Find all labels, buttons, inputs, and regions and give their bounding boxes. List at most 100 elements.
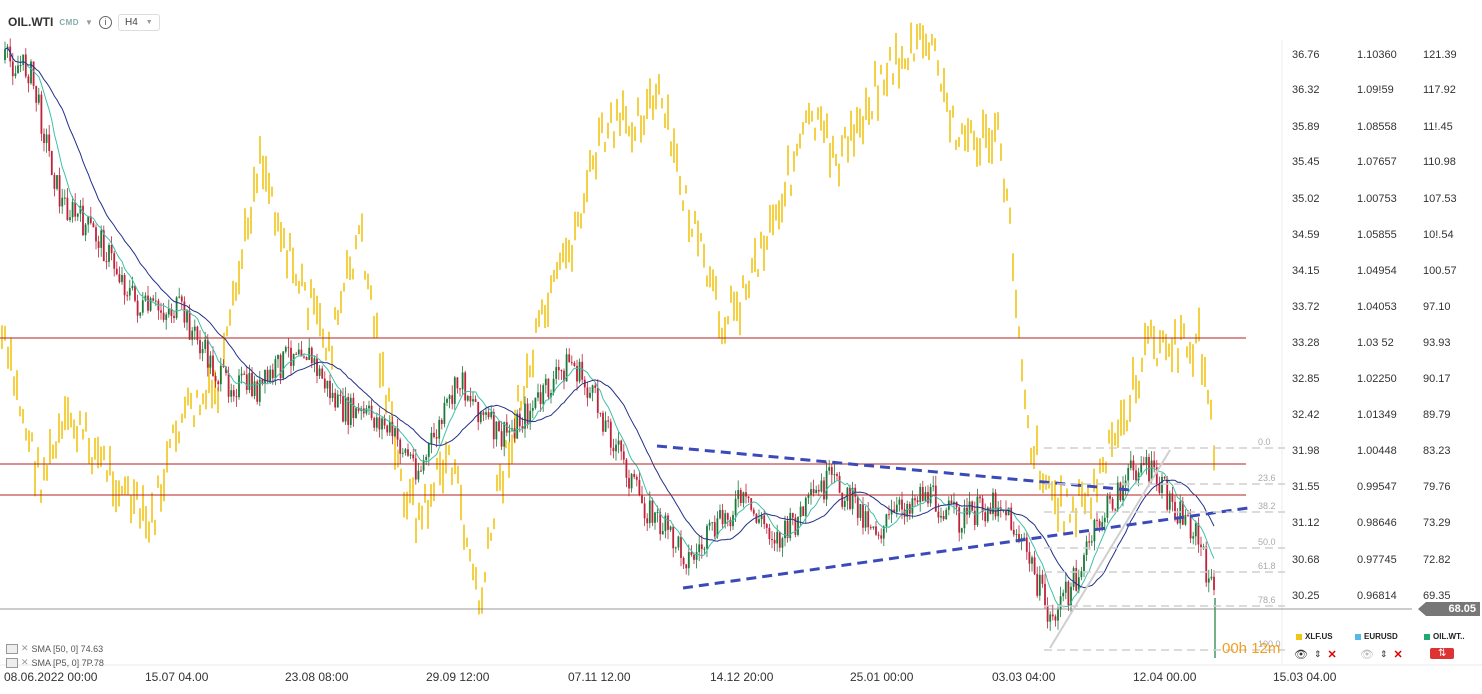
candle-body xyxy=(859,504,862,518)
candle-body xyxy=(1135,470,1137,481)
candle-body xyxy=(63,197,66,199)
candle-body xyxy=(414,458,417,480)
candle-body xyxy=(477,401,480,423)
candle-body xyxy=(635,476,638,480)
candle-body xyxy=(50,151,53,175)
reorder-icon[interactable]: ⇕ xyxy=(1379,649,1388,659)
info-icon[interactable]: i xyxy=(98,15,112,29)
close-icon[interactable]: ✕ xyxy=(21,657,29,667)
candle-body xyxy=(188,311,191,340)
candle-body xyxy=(318,368,321,376)
indicator-sma-50[interactable]: ✕ SMA [50, 0] 74.63 xyxy=(6,643,103,654)
candle-body xyxy=(570,362,573,364)
candle-body xyxy=(760,515,763,520)
candle-body xyxy=(1077,577,1080,591)
settings-icon[interactable]: ⇅ xyxy=(1430,648,1455,659)
candle-body xyxy=(217,381,220,385)
candle-body xyxy=(638,479,641,496)
candle-body xyxy=(165,314,168,320)
candle-body xyxy=(604,420,607,432)
axis-tick-label: 100.57 xyxy=(1423,265,1457,277)
candle-body xyxy=(830,467,833,475)
candle-body xyxy=(560,370,563,372)
candle-body xyxy=(1018,534,1020,542)
candle-body xyxy=(552,378,555,394)
candle-body xyxy=(869,527,872,529)
candle-body xyxy=(729,519,732,527)
candle-body xyxy=(890,509,893,515)
candle-body xyxy=(154,300,157,302)
candle-body xyxy=(123,275,126,296)
candle-body xyxy=(986,507,989,522)
candle-body xyxy=(401,452,404,454)
price-tag-79-00: 79.00 xyxy=(1251,490,1277,501)
candle-body xyxy=(253,381,256,397)
eye-icon[interactable]: 👁 xyxy=(1360,649,1374,661)
candle-body xyxy=(557,367,560,371)
candle-body xyxy=(1036,574,1039,596)
candle-body xyxy=(342,395,344,422)
candle-body xyxy=(862,504,864,528)
fib-level-label: 0.0 xyxy=(1258,437,1271,447)
candle-body xyxy=(308,347,311,360)
candle-body xyxy=(526,403,529,424)
candle-body xyxy=(1184,515,1187,525)
candle-body xyxy=(240,373,243,376)
price-tag-94-24: 94.24 xyxy=(1251,332,1277,343)
candle-body xyxy=(180,296,183,302)
candle-body xyxy=(505,422,508,433)
candle-body xyxy=(378,417,381,430)
candle-body xyxy=(820,480,823,492)
reorder-icon[interactable]: ⇕ xyxy=(1313,649,1322,659)
axis-tick-label: 93.93 xyxy=(1423,337,1451,349)
candle-body xyxy=(370,405,373,418)
candle-body xyxy=(921,486,924,501)
candle-body xyxy=(347,397,350,425)
candle-body xyxy=(901,499,903,510)
time-axis-label: 23.08 08:00 xyxy=(285,670,349,684)
axis-tick-label: 34.59 xyxy=(1292,229,1320,241)
candle-body xyxy=(487,412,490,418)
candle-body xyxy=(1114,509,1117,511)
legend-xlf[interactable]: XLF.US xyxy=(1296,632,1333,641)
candle-body xyxy=(992,492,994,514)
candle-body xyxy=(508,430,511,433)
candle-body xyxy=(375,417,378,428)
candle-body xyxy=(958,507,961,533)
legend-eurusd[interactable]: EURUSD xyxy=(1355,632,1398,641)
last-price-tag: 68.05 xyxy=(1418,602,1480,616)
candle-body xyxy=(43,133,45,143)
chevron-down-icon[interactable]: ▼ xyxy=(85,17,93,27)
candle-body xyxy=(864,511,867,528)
candle-body xyxy=(778,531,781,548)
axis-tick-label: 1.10360 xyxy=(1357,49,1397,61)
axis-tick-label: 1.04954 xyxy=(1357,265,1397,277)
candle-body xyxy=(459,388,461,390)
candle-body xyxy=(518,413,521,427)
candle-body xyxy=(895,504,898,513)
candle-body xyxy=(542,385,545,405)
timeframe-value: H4 xyxy=(124,16,138,28)
indicator-sma-p5[interactable]: ✕ SMA [P5, 0] 7P.78 xyxy=(6,657,104,668)
candle-body xyxy=(664,515,667,532)
eye-icon[interactable]: 👁 xyxy=(1294,649,1308,661)
close-icon[interactable]: ✕ xyxy=(1393,649,1403,661)
fib-level-label: 50.0 xyxy=(1258,537,1276,547)
close-icon[interactable]: ✕ xyxy=(1327,649,1337,661)
candle-body xyxy=(287,347,290,349)
symbol-name[interactable]: OIL.WTI xyxy=(8,15,54,29)
candle-body xyxy=(495,421,498,440)
candle-body xyxy=(942,515,945,520)
candle-body xyxy=(750,498,753,510)
candle-body xyxy=(100,230,103,248)
legend-oil[interactable]: OIL.WT.. xyxy=(1424,632,1465,641)
candle-body xyxy=(828,467,831,471)
timeframe-select[interactable]: H4 ▼ xyxy=(117,13,160,31)
candle-body xyxy=(797,516,799,535)
candle-body xyxy=(716,518,719,537)
close-icon[interactable]: ✕ xyxy=(21,643,29,653)
candle-body xyxy=(105,261,108,263)
candle-body xyxy=(339,394,342,396)
candle-body xyxy=(472,399,474,402)
